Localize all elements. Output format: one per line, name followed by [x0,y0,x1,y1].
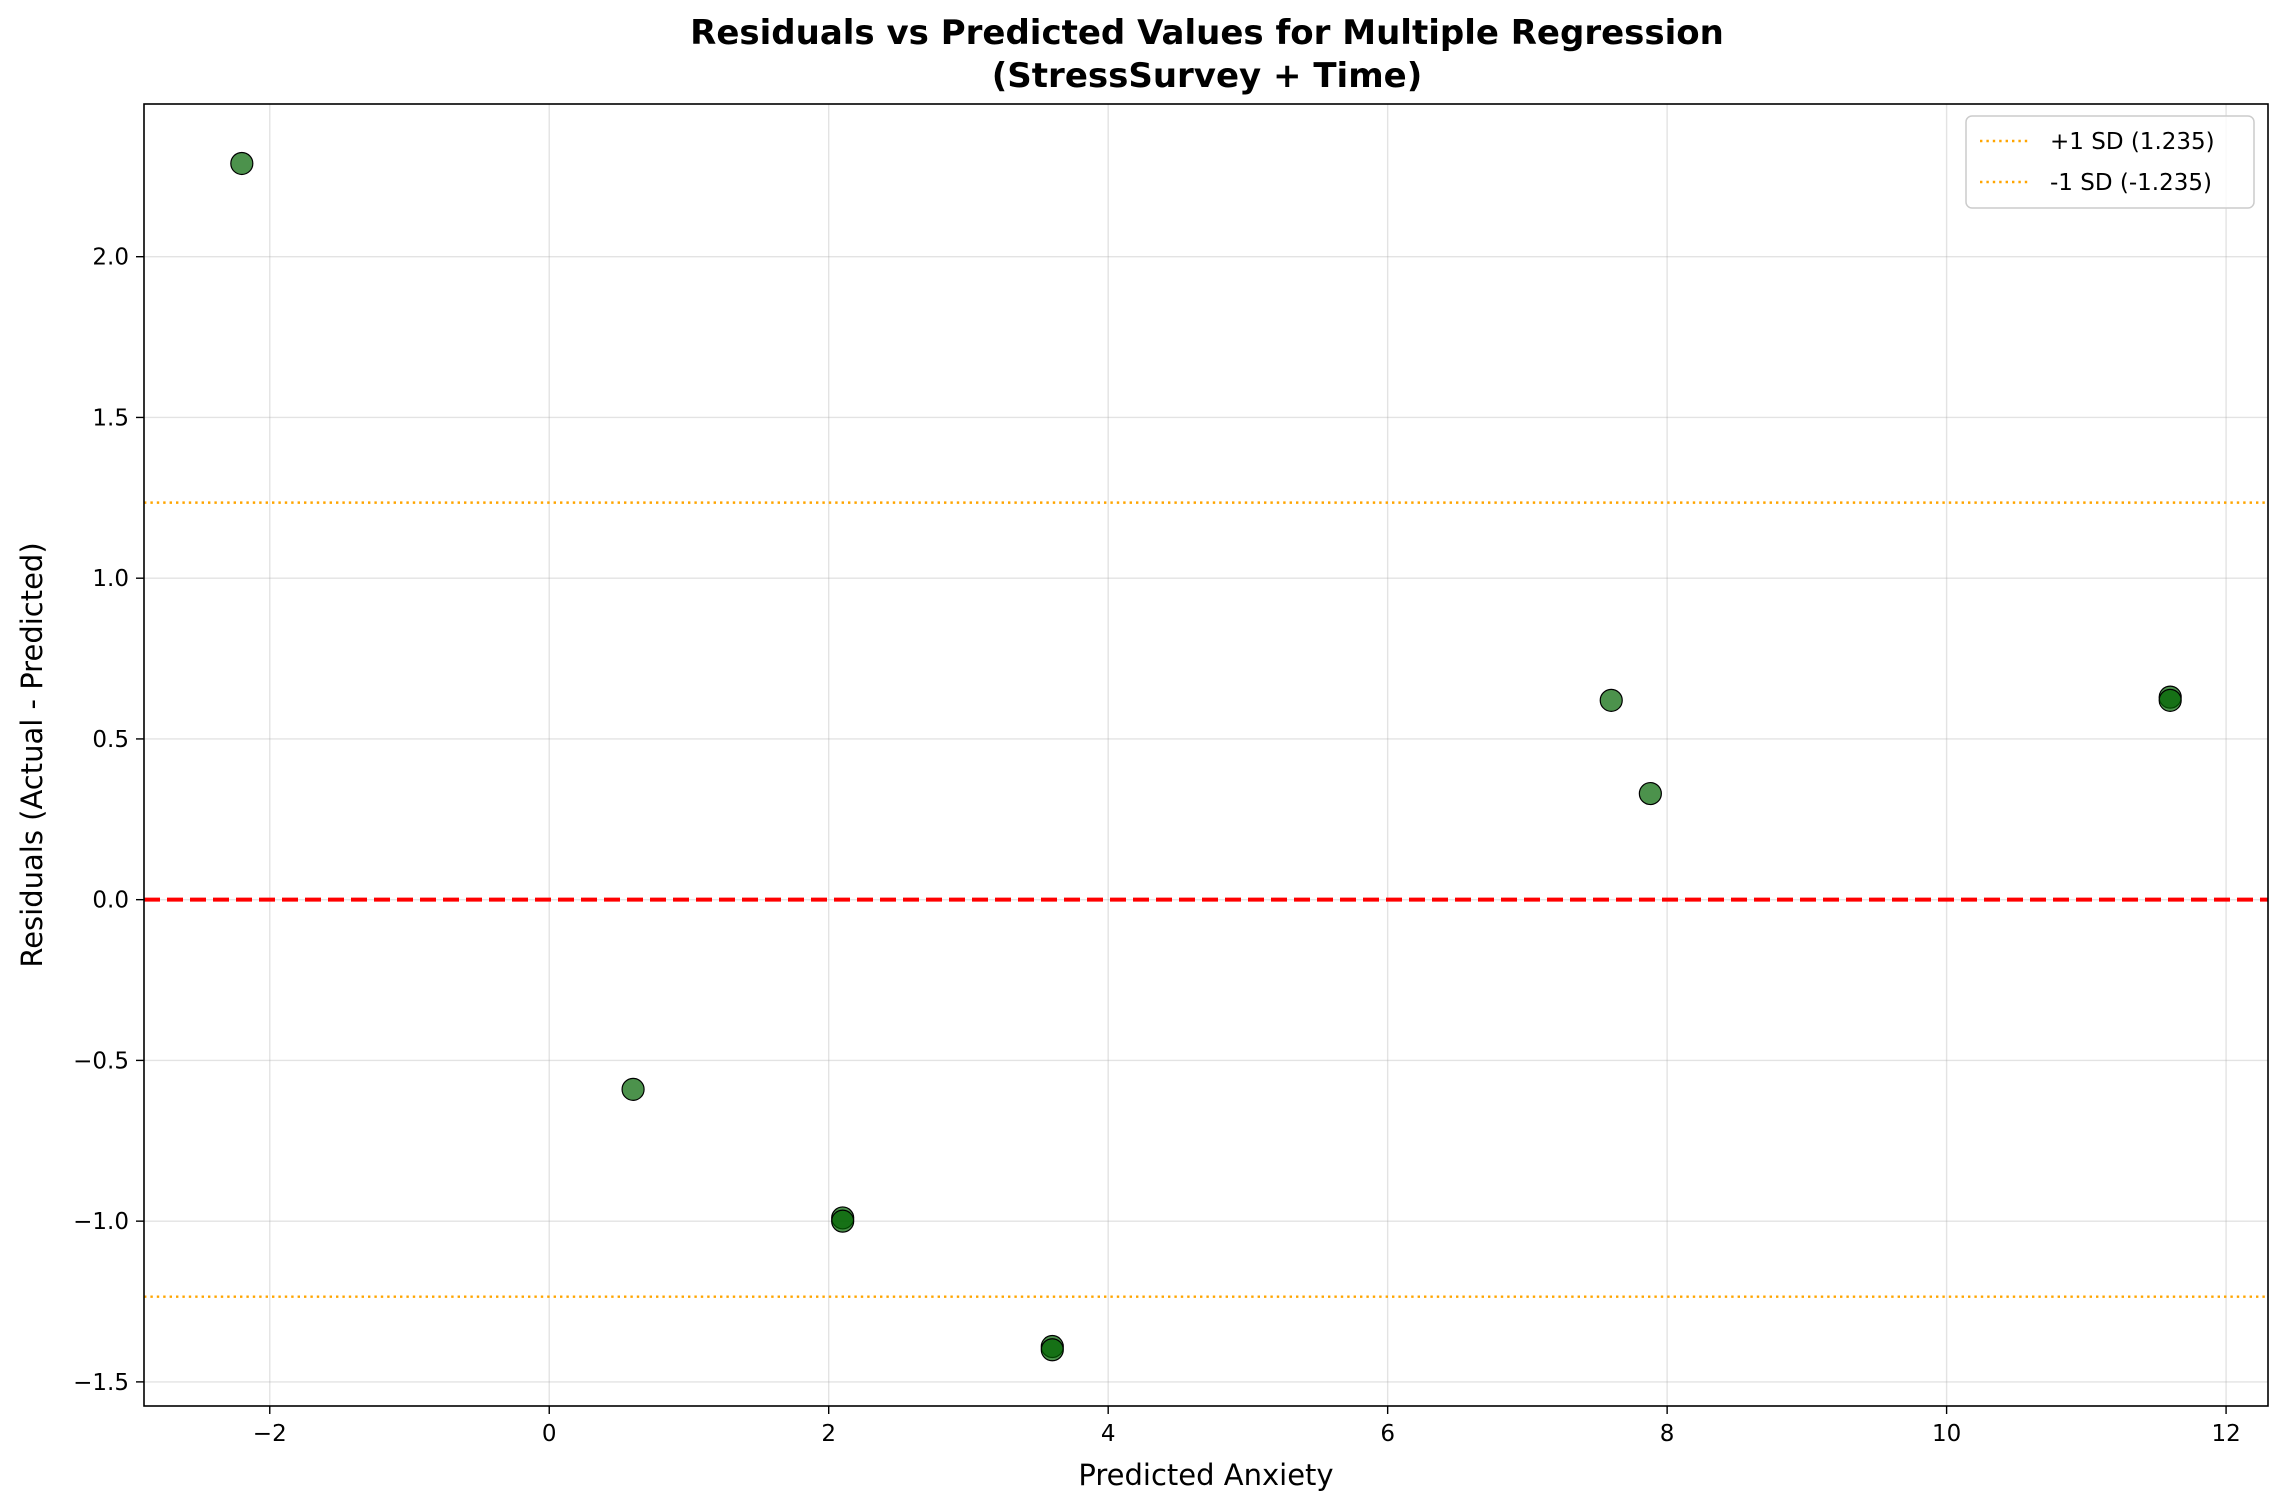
data-point [1040,1338,1064,1362]
y-tick-label: 2.0 [92,245,129,271]
data-point [831,1209,855,1233]
legend-box [1965,115,2255,209]
y-tick-label: 0.0 [92,888,129,914]
data-point [2158,688,2182,712]
chart-title: Residuals vs Predicted Values for Multip… [690,13,1724,53]
plot-frame [143,103,2269,1407]
y-tick-label: 1.0 [92,566,129,592]
x-tick-label: 8 [1660,1421,1675,1447]
data-point [1599,688,1623,712]
x-tick-label: 0 [542,1421,557,1447]
legend-label-minus-sd: -1 SD (-1.235) [2050,170,2212,196]
legend: +1 SD (1.235) -1 SD (-1.235) [1965,115,2255,209]
y-tick-label: −0.5 [73,1048,129,1074]
x-tick-label: −2 [253,1421,287,1447]
x-tick-label: 2 [821,1421,836,1447]
data-point [621,1077,645,1101]
x-tick-label: 4 [1101,1421,1116,1447]
y-tick-label: 0.5 [92,727,129,753]
y-axis-label: Residuals (Actual - Predicted) [15,542,49,967]
chart-subtitle: (StressSurvey + Time) [992,56,1422,96]
y-axis-ticks: −1.5 −1.0 −0.5 0.0 0.5 1.0 1.5 2.0 [73,245,144,1396]
data-points [230,151,2182,1362]
y-tick-label: 1.5 [92,405,129,431]
y-tick-label: −1.5 [73,1370,129,1396]
data-point [230,151,254,176]
x-tick-label: 6 [1380,1421,1395,1447]
x-tick-label: 10 [1932,1421,1961,1447]
x-tick-label: 12 [2211,1421,2240,1447]
reference-lines [144,501,2268,1298]
y-tick-label: −1.0 [73,1209,129,1235]
x-axis-ticks: −2 0 2 4 6 8 10 12 [253,1406,2241,1447]
data-point [1638,781,1662,806]
legend-label-plus-sd: +1 SD (1.235) [2050,129,2215,155]
x-axis-label: Predicted Anxiety [1078,1458,1333,1492]
